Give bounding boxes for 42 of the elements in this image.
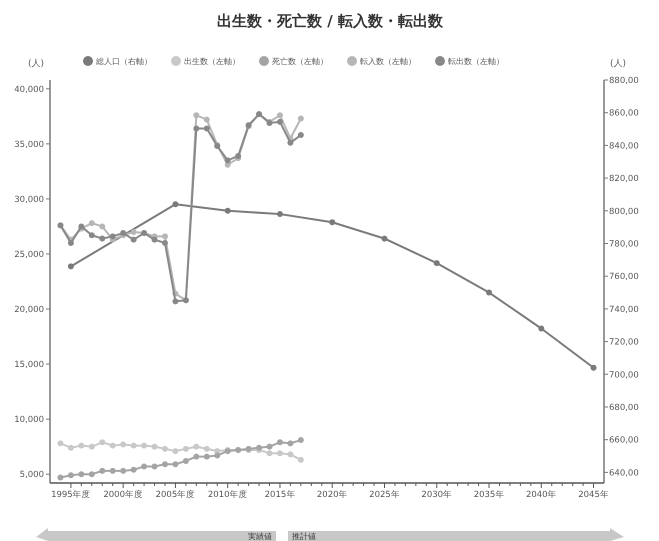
y2-tick-label: 680,00 xyxy=(609,402,639,413)
legend-label: 転出数（左軸） xyxy=(448,57,504,66)
x-tick-label: 2030年 xyxy=(421,489,452,500)
x-tick-label: 2025年 xyxy=(369,489,400,500)
y2-tick-label: 640,00 xyxy=(609,468,639,478)
y2-tick-label: 860,00 xyxy=(609,108,639,119)
x-tick-label: 2015年 xyxy=(264,489,296,500)
x-tick-label: 2000年度 xyxy=(103,489,143,500)
y-tick-label: 40,000 xyxy=(14,84,44,95)
text: 実績値 xyxy=(248,532,272,541)
x-tick-label: 2005年度 xyxy=(156,489,196,500)
text: 推計値 xyxy=(292,532,316,541)
y2-tick-label: 820,00 xyxy=(609,174,639,184)
y2-tick-label: 660,00 xyxy=(609,436,639,446)
y2-tick-label: 720,00 xyxy=(609,338,639,348)
y2-tick-label: 700,00 xyxy=(609,370,639,380)
y-tick-label: 20,000 xyxy=(14,305,44,316)
y2-axis-title: (人) xyxy=(610,58,626,69)
x-tick-label: 2035年 xyxy=(474,489,504,500)
x-tick-label: 2020年 xyxy=(316,489,348,500)
x-tick-label: 2045年 xyxy=(578,489,609,500)
legend-label: 出生数（左軸） xyxy=(184,57,240,66)
y2-tick-label: 740,00 xyxy=(609,304,639,315)
y2-tick-label: 760,00 xyxy=(609,272,639,282)
y2-tick-label: 800,00 xyxy=(609,206,639,217)
y-tick-label: 15,000 xyxy=(14,360,44,370)
x-tick-label: 1995年度 xyxy=(51,489,91,500)
y2-tick-label: 880,00 xyxy=(609,76,639,86)
legend-label: 総人口（右軸） xyxy=(95,57,152,66)
legend-label: 死亡数（左軸） xyxy=(272,57,328,66)
y-axis-title: (人) xyxy=(28,58,44,69)
legend-label: 転入数（左軸） xyxy=(360,57,416,66)
x-tick-label: 2010年度 xyxy=(208,489,248,500)
y-tick-label: 5,000 xyxy=(20,470,44,480)
y-tick-label: 30,000 xyxy=(14,194,44,205)
y2-tick-label: 780,00 xyxy=(609,239,639,250)
y-tick-label: 35,000 xyxy=(14,140,44,150)
y-tick-label: 10,000 xyxy=(14,415,44,426)
chart-title: 出生数・死亡数 / 転入数・転出数 xyxy=(217,12,444,30)
y2-tick-label: 840,00 xyxy=(609,141,639,152)
x-tick-label: 2040年 xyxy=(526,489,557,500)
y-tick-label: 25,000 xyxy=(14,250,44,260)
